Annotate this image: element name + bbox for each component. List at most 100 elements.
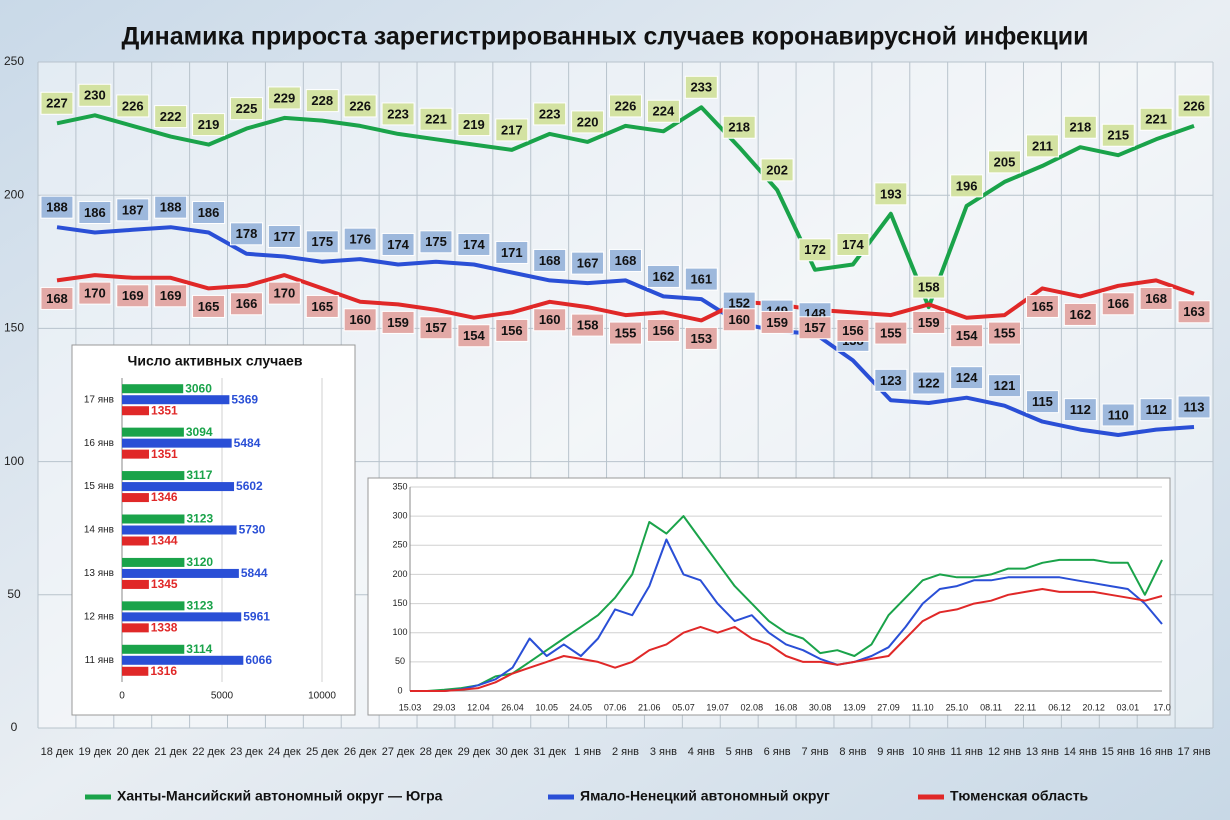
value-label: 162: [1069, 307, 1091, 322]
y-tick-label: 0: [397, 685, 402, 695]
value-label-box: [419, 230, 453, 254]
value-label-box: [267, 224, 301, 248]
bar-value-label: 3114: [186, 642, 212, 656]
bar: [122, 384, 184, 394]
bar-value-label: 1351: [151, 447, 178, 461]
value-label: 186: [84, 205, 106, 220]
value-label: 186: [198, 205, 220, 220]
series-line: [410, 538, 1163, 692]
value-label: 160: [728, 312, 750, 327]
x-tick-label: 19 дек: [79, 746, 112, 758]
value-label-box: [609, 248, 642, 272]
y-tick-label: 50: [7, 587, 21, 601]
value-label: 113: [1184, 399, 1205, 414]
x-tick-label: 06.12: [1048, 702, 1071, 712]
x-tick-label: 22.11: [1014, 702, 1036, 712]
y-tick-label: 13 янв: [84, 568, 114, 579]
value-label: 171: [501, 245, 523, 260]
x-tick-label: 26.04: [501, 702, 524, 712]
bar: [122, 395, 230, 405]
x-tick-label: 2 янв: [612, 746, 639, 758]
x-tick-label: 12.04: [467, 702, 490, 712]
value-label: 115: [1032, 394, 1053, 409]
y-tick-label: 200: [4, 187, 24, 201]
x-tick-label: 25.10: [946, 702, 969, 712]
value-label: 168: [615, 253, 637, 268]
x-tick-label: 10 янв: [912, 746, 945, 758]
value-label-box: [40, 91, 74, 115]
value-label-box: [419, 316, 453, 340]
value-label: 159: [766, 315, 788, 330]
bar: [122, 536, 149, 546]
value-label-box: [305, 294, 339, 318]
value-label-box: [343, 308, 377, 332]
series-line: [56, 105, 1195, 310]
value-label-box: [684, 75, 718, 99]
value-label-box: [533, 248, 567, 272]
x-tick-label: 27.09: [877, 702, 900, 712]
y-tick-label: 14 янв: [84, 525, 114, 536]
x-tick-label: 25 дек: [306, 746, 339, 758]
bar-value-label: 5961: [243, 610, 270, 624]
value-label-box: [305, 89, 339, 113]
value-label: 158: [577, 318, 599, 333]
bar: [122, 525, 237, 535]
value-label-box: [571, 251, 605, 275]
value-label-box: [1025, 390, 1059, 414]
y-tick-label: 250: [4, 54, 24, 68]
value-label: 221: [425, 112, 447, 127]
x-tick-label: 29.03: [433, 702, 456, 712]
value-label-box: [267, 281, 301, 305]
y-tick-label: 50: [395, 656, 405, 666]
series-line: [56, 273, 1195, 323]
x-tick-label: 7 янв: [801, 746, 828, 758]
value-label-box: [912, 275, 946, 299]
value-label: 156: [842, 323, 864, 338]
value-label-box: [1139, 107, 1173, 131]
value-label: 157: [804, 320, 826, 335]
value-label-box: [305, 230, 339, 254]
bar: [122, 666, 149, 676]
bar-value-label: 3060: [185, 381, 212, 395]
value-label-box: [912, 371, 946, 395]
value-label: 225: [236, 101, 258, 116]
value-label-box: [533, 308, 567, 332]
value-label: 169: [160, 288, 182, 303]
value-label: 217: [501, 122, 523, 137]
x-tick-label: 21 дек: [154, 746, 187, 758]
bar-value-label: 5369: [231, 392, 258, 406]
value-label-box: [495, 118, 529, 142]
value-label-box: [343, 94, 377, 118]
value-label: 187: [122, 202, 144, 217]
x-tick-label: 30 дек: [495, 746, 528, 758]
value-label: 163: [1183, 304, 1205, 319]
value-label-box: [457, 113, 491, 137]
bar-value-label: 1351: [151, 403, 178, 417]
y-tick-label: 15 янв: [84, 481, 114, 492]
value-label: 167: [577, 256, 599, 271]
value-label-box: [874, 321, 908, 345]
x-tick-label: 15.03: [399, 702, 422, 712]
y-tick-label: 150: [4, 321, 24, 335]
bar-value-label: 1344: [151, 534, 178, 548]
bar: [122, 406, 150, 416]
x-tick-label: 9 янв: [877, 746, 904, 758]
x-tick-label: 10.05: [535, 702, 558, 712]
value-label-box: [646, 264, 680, 288]
x-tick-label: 17.0: [1153, 702, 1171, 712]
value-label-box: [1101, 403, 1135, 427]
inset-line-chart: 0 50 100 150 200 250 300 350 15.03 29.03 12.04 26.0…: [392, 481, 1170, 712]
y-tick-label: 150: [392, 598, 407, 608]
value-label: 230: [84, 88, 106, 103]
bar-value-label: 3094: [186, 425, 213, 439]
x-tick-label: 29 дек: [458, 746, 491, 758]
bar-value-label: 3123: [186, 512, 213, 526]
x-tick-label: 23 дек: [230, 746, 263, 758]
value-label-box: [495, 240, 529, 264]
value-label-box: [1177, 94, 1211, 118]
value-label: 170: [84, 286, 106, 301]
y-tick-label: 100: [4, 454, 24, 468]
value-label: 157: [425, 320, 447, 335]
value-label: 165: [198, 299, 220, 314]
